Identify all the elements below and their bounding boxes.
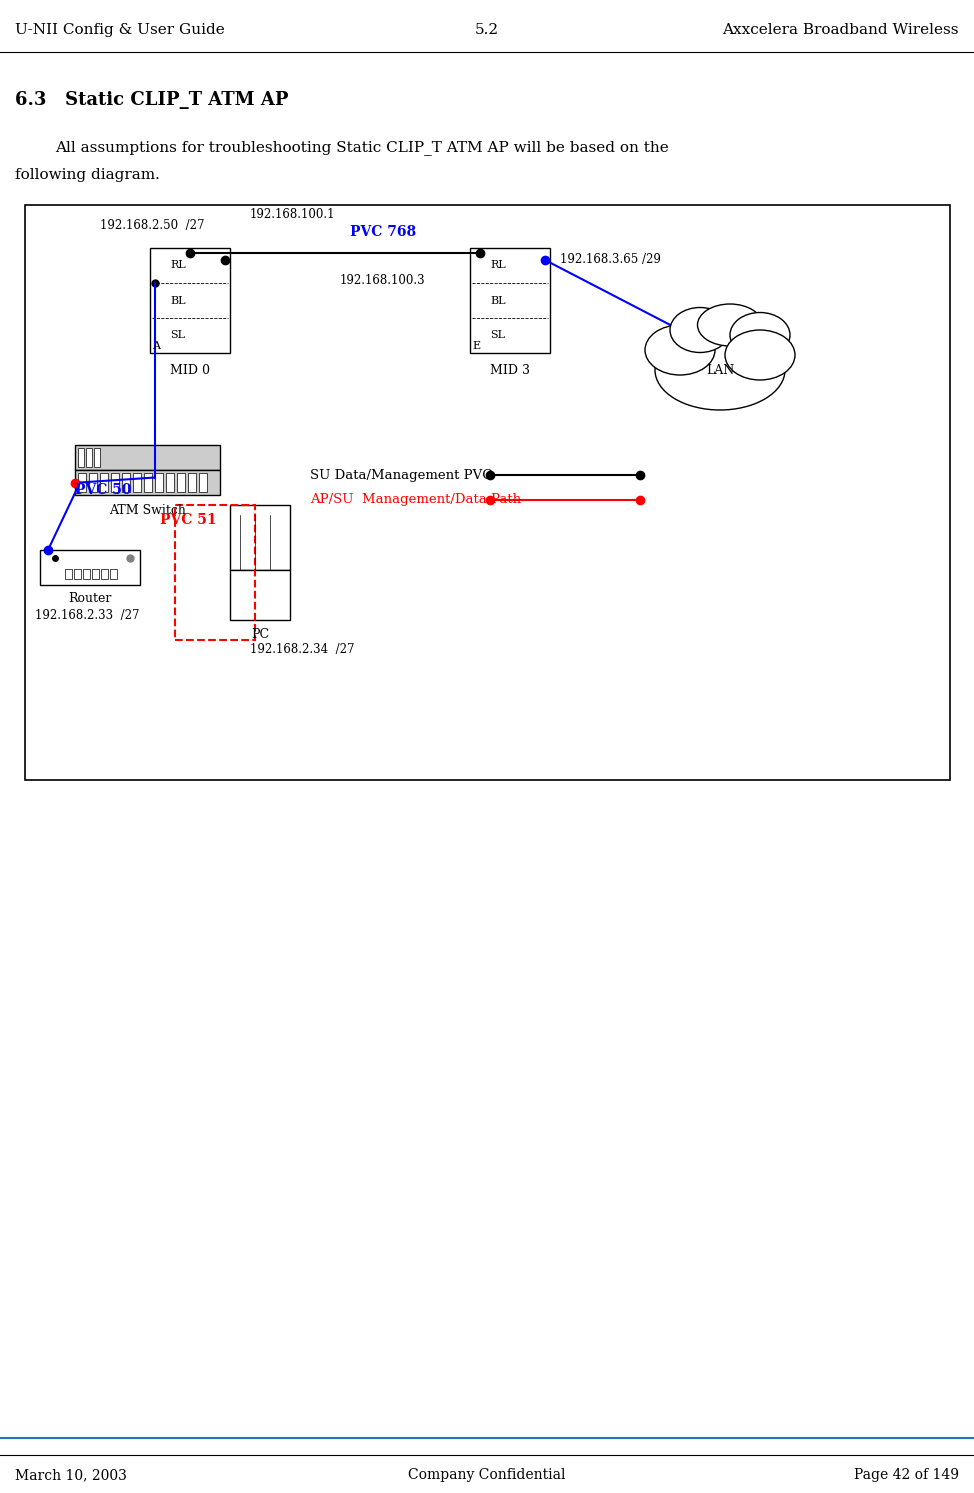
Text: 192.168.3.65 /29: 192.168.3.65 /29 — [560, 254, 661, 266]
Bar — [101, 569, 108, 579]
Text: March 10, 2003: March 10, 2003 — [15, 1468, 127, 1483]
Text: MID 0: MID 0 — [170, 364, 210, 378]
Text: A: A — [152, 340, 160, 351]
Bar — [65, 569, 72, 579]
Bar — [94, 448, 100, 467]
Bar — [122, 473, 130, 493]
Bar — [111, 473, 119, 493]
Text: 6.3   Static CLIP_T ATM AP: 6.3 Static CLIP_T ATM AP — [15, 91, 288, 109]
Text: Router: Router — [68, 593, 112, 606]
Bar — [133, 473, 141, 493]
Bar — [166, 473, 174, 493]
Bar — [78, 473, 86, 493]
Text: AP/SU  Management/Data Path: AP/SU Management/Data Path — [310, 494, 521, 506]
Ellipse shape — [730, 312, 790, 357]
Text: PVC 51: PVC 51 — [160, 514, 216, 527]
Text: PVC 768: PVC 768 — [350, 225, 416, 239]
Ellipse shape — [725, 330, 795, 381]
Bar — [92, 569, 99, 579]
Bar — [100, 473, 108, 493]
Text: RL: RL — [490, 260, 506, 270]
Bar — [25, 205, 950, 779]
Bar — [40, 549, 140, 585]
Text: 192.168.100.3: 192.168.100.3 — [340, 273, 426, 287]
Bar — [78, 448, 84, 467]
Text: BL: BL — [170, 296, 186, 306]
Text: PVC 50: PVC 50 — [75, 484, 131, 497]
Bar — [86, 448, 92, 467]
Bar — [177, 473, 185, 493]
Ellipse shape — [645, 325, 715, 375]
Ellipse shape — [697, 305, 763, 346]
Bar — [155, 473, 163, 493]
Text: RL: RL — [170, 260, 186, 270]
Text: PC: PC — [251, 627, 269, 640]
Bar — [188, 473, 196, 493]
Bar — [83, 569, 90, 579]
Text: 192.168.2.33  /27: 192.168.2.33 /27 — [35, 609, 139, 621]
Text: BL: BL — [490, 296, 506, 306]
Bar — [230, 505, 290, 570]
Ellipse shape — [655, 330, 785, 411]
Text: Axxcelera Broadband Wireless: Axxcelera Broadband Wireless — [723, 22, 959, 37]
Text: Company Confidential: Company Confidential — [408, 1468, 566, 1483]
Text: 192.168.100.1: 192.168.100.1 — [250, 209, 335, 221]
Text: E: E — [472, 340, 480, 351]
Text: All assumptions for troubleshooting Static CLIP_T ATM AP will be based on the: All assumptions for troubleshooting Stat… — [55, 140, 669, 155]
Text: 192.168.2.50  /27: 192.168.2.50 /27 — [100, 218, 205, 231]
Text: U-NII Config & User Guide: U-NII Config & User Guide — [15, 22, 225, 37]
Bar — [470, 248, 550, 352]
Text: SL: SL — [170, 330, 185, 340]
Bar — [110, 569, 117, 579]
Bar — [199, 473, 207, 493]
Bar — [75, 470, 220, 496]
Text: 5.2: 5.2 — [475, 22, 499, 37]
Text: MID 3: MID 3 — [490, 364, 530, 378]
Bar — [144, 473, 152, 493]
Bar — [150, 248, 230, 352]
Bar — [74, 569, 81, 579]
Text: Page 42 of 149: Page 42 of 149 — [854, 1468, 959, 1483]
Bar — [230, 570, 290, 620]
Text: ATM Switch: ATM Switch — [109, 505, 186, 518]
Text: SU Data/Management PVC: SU Data/Management PVC — [310, 469, 493, 482]
Ellipse shape — [670, 308, 730, 352]
Text: LAN: LAN — [706, 363, 734, 376]
Text: 192.168.2.34  /27: 192.168.2.34 /27 — [250, 643, 355, 657]
Text: SL: SL — [491, 330, 506, 340]
Text: following diagram.: following diagram. — [15, 169, 160, 182]
Bar — [175, 505, 255, 640]
Bar — [89, 473, 97, 493]
Bar — [75, 445, 220, 470]
